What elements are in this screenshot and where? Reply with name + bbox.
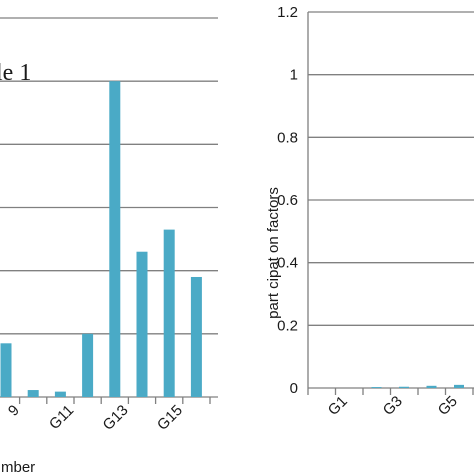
left-x-ticks: 9 G11 G13 G15	[5, 397, 211, 434]
right-y-axis-label: part cipat on factors	[265, 187, 282, 319]
left-chart-title: le 1	[0, 60, 31, 86]
left-bar	[0, 343, 12, 397]
right-x-tick-label: G1	[325, 393, 351, 419]
left-tick-label: G11	[46, 402, 77, 433]
left-bar	[109, 81, 121, 398]
right-y-tick-label: 1.2	[277, 4, 298, 21]
right-x-tick-label: G5	[435, 393, 461, 419]
left-bar	[54, 391, 66, 397]
right-bar	[426, 385, 437, 388]
right-y-tick-label: 1	[290, 67, 298, 84]
left-bar	[190, 276, 202, 397]
right-x-tick-label: G3	[380, 393, 406, 419]
right-y-tick-label: 0.6	[277, 192, 298, 209]
right-bar	[454, 384, 464, 388]
left-bar-chart: 9 G11 G13 G15 le 1 mber	[0, 17, 218, 474]
right-y-ticks: 0 0.2 0.4 0.6 0.8 1 1.2	[277, 4, 298, 397]
left-tick-label: 9	[5, 402, 23, 420]
right-x-ticks: G1 G3 G5	[307, 388, 474, 419]
right-bar-chart: 0 0.2 0.4 0.6 0.8 1 1.2 G1 G3 G5 part cipat on f…	[265, 4, 474, 419]
right-y-tick-label: 0.8	[277, 129, 298, 146]
left-bar	[27, 390, 39, 397]
left-bar	[82, 333, 94, 397]
right-bar	[371, 387, 382, 388]
left-bar	[136, 251, 148, 397]
left-gridlines	[0, 17, 218, 398]
right-y-tick-label: 0.2	[277, 317, 298, 334]
left-bars	[0, 81, 202, 398]
left-tick-label: G15	[154, 402, 186, 434]
right-bar	[399, 386, 409, 388]
right-gridlines	[307, 11, 474, 389]
left-bar	[163, 229, 175, 397]
left-tick-label: G13	[100, 402, 132, 434]
right-y-tick-label: 0	[290, 380, 298, 397]
right-bars	[371, 384, 464, 388]
left-x-axis-label: mber	[1, 459, 35, 474]
right-y-tick-label: 0.4	[277, 255, 298, 272]
